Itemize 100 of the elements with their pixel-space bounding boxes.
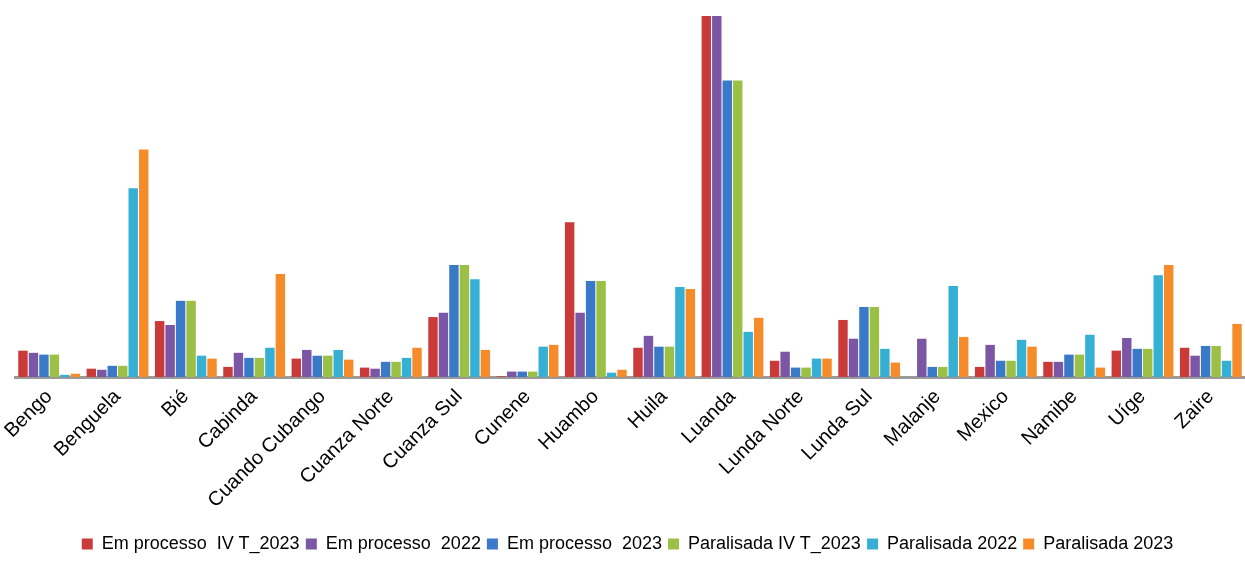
bar xyxy=(1006,360,1016,377)
bar xyxy=(769,360,780,377)
bar xyxy=(685,288,696,377)
bar xyxy=(97,369,107,377)
bar xyxy=(1095,367,1106,377)
bar xyxy=(154,321,165,377)
bar xyxy=(890,362,901,377)
bar xyxy=(596,280,606,377)
bar xyxy=(733,80,743,377)
bar xyxy=(780,351,790,377)
bar xyxy=(869,306,880,377)
bar xyxy=(1190,355,1200,377)
bar xyxy=(790,367,801,377)
bar xyxy=(1200,345,1211,377)
legend-label: Paralisada 2023 xyxy=(1043,532,1174,553)
bar xyxy=(1153,275,1163,377)
bar xyxy=(223,366,233,377)
bar xyxy=(948,286,958,377)
bar xyxy=(1179,347,1190,377)
bar xyxy=(438,312,449,377)
legend-label: Em processo IV T_2023 xyxy=(101,532,300,554)
bar xyxy=(28,352,39,377)
bar xyxy=(1053,361,1064,377)
bar xyxy=(359,367,370,377)
bar xyxy=(1132,348,1142,377)
bar xyxy=(643,335,654,377)
bar xyxy=(302,349,312,377)
bar xyxy=(1143,348,1153,377)
bar xyxy=(470,279,480,377)
bar xyxy=(244,357,254,377)
bar xyxy=(401,357,412,377)
bar xyxy=(938,366,948,377)
bar xyxy=(880,348,890,377)
bar xyxy=(265,347,275,377)
bar xyxy=(459,265,470,377)
bar xyxy=(548,344,559,377)
bar xyxy=(1221,360,1232,377)
bar xyxy=(107,365,117,377)
bar xyxy=(39,354,49,377)
bar xyxy=(175,300,186,377)
bar xyxy=(1064,354,1074,377)
bar xyxy=(564,222,575,377)
bar xyxy=(254,357,265,377)
bar xyxy=(743,331,753,377)
legend-label: Em processo 2022 xyxy=(325,532,481,553)
bar xyxy=(1211,345,1221,377)
bar xyxy=(291,358,302,377)
bar xyxy=(822,358,832,377)
bar xyxy=(323,355,333,377)
bar xyxy=(380,361,391,377)
bar xyxy=(712,16,722,377)
bar xyxy=(1027,346,1037,377)
bar xyxy=(701,16,712,377)
bar xyxy=(633,347,643,377)
bar xyxy=(838,319,848,377)
bar xyxy=(60,374,70,377)
bar xyxy=(927,366,937,377)
bar xyxy=(585,280,596,377)
bar xyxy=(1085,334,1095,377)
bar xyxy=(811,358,822,377)
x-tick-label: Uíge xyxy=(1103,384,1150,431)
bar xyxy=(18,350,28,377)
bar xyxy=(196,355,207,377)
legend-label: Paralisada 2022 xyxy=(887,532,1018,553)
bar xyxy=(275,274,286,377)
bar xyxy=(49,354,60,377)
bar xyxy=(186,300,196,377)
bar xyxy=(449,265,459,377)
bar xyxy=(207,358,217,377)
bar xyxy=(722,80,732,377)
bar xyxy=(917,338,927,377)
bar xyxy=(333,349,343,377)
bar xyxy=(370,368,380,377)
bar xyxy=(958,336,969,377)
bar xyxy=(995,360,1006,377)
bar xyxy=(138,149,149,377)
legend-label: Em processo 2023 xyxy=(506,532,662,553)
bar xyxy=(86,368,97,377)
bar xyxy=(391,361,401,377)
bar xyxy=(507,371,517,377)
bar xyxy=(1111,350,1122,377)
bar xyxy=(312,355,322,377)
bar xyxy=(343,359,354,377)
bar xyxy=(617,369,627,377)
bar xyxy=(480,349,491,377)
bar xyxy=(974,366,985,377)
bar xyxy=(1163,265,1174,377)
bar xyxy=(1122,338,1132,377)
bar xyxy=(753,317,764,377)
bar xyxy=(848,338,859,377)
bar xyxy=(859,306,869,377)
bar xyxy=(428,317,438,377)
bar xyxy=(128,188,138,377)
bar xyxy=(654,346,664,377)
bar xyxy=(1043,361,1053,377)
bar xyxy=(801,367,811,377)
bar xyxy=(1232,323,1242,377)
bar xyxy=(1016,339,1027,377)
bar xyxy=(538,346,548,377)
bar xyxy=(165,325,175,377)
